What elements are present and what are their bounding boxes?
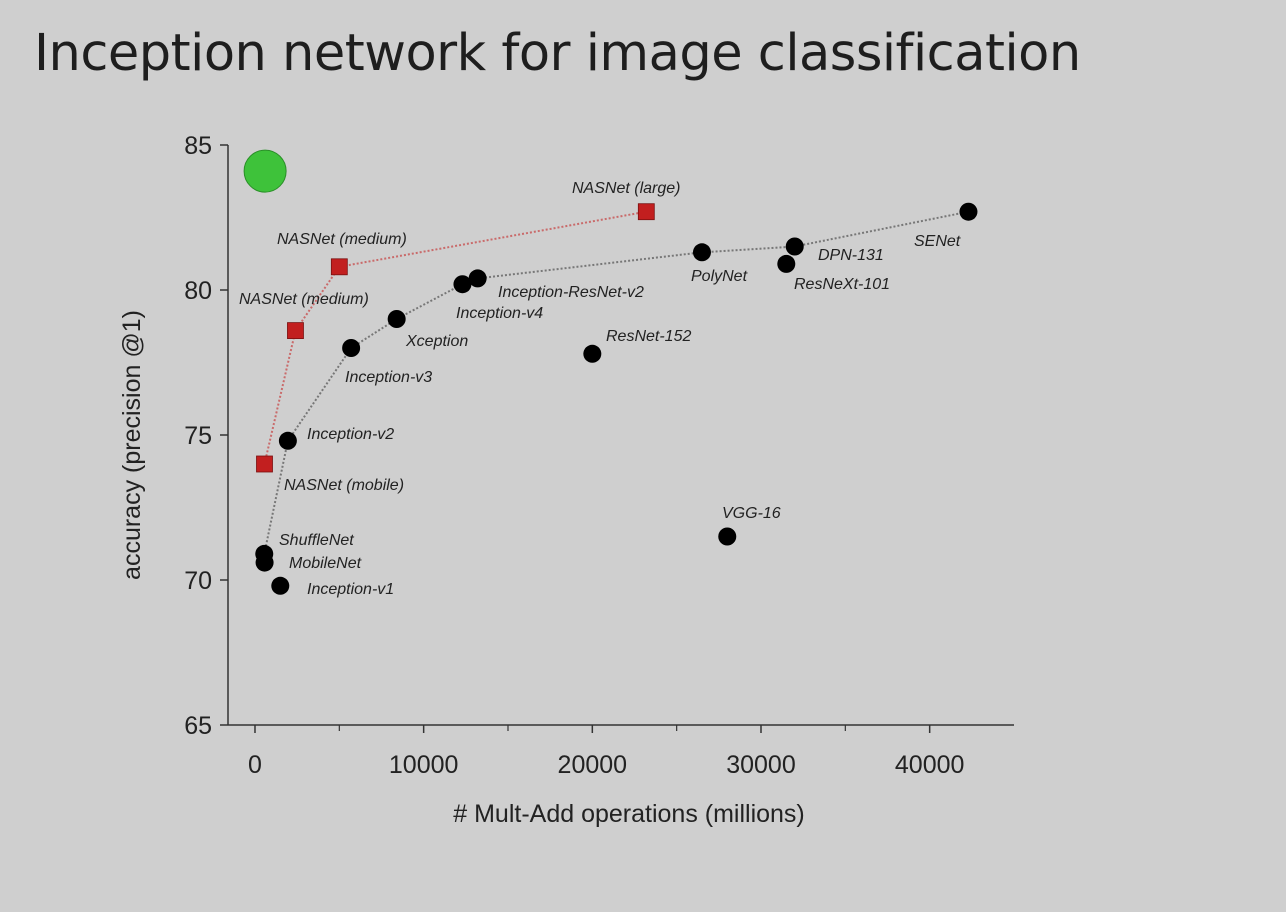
point-label: NASNet (large) xyxy=(572,180,680,197)
nasnet-point xyxy=(287,322,304,340)
point-label: ShuffleNet xyxy=(279,532,354,549)
nasnet-point xyxy=(256,455,273,473)
x-tick-label: 10000 xyxy=(389,751,459,779)
x-tick-label: 20000 xyxy=(558,751,628,779)
y-tick-label: 80 xyxy=(184,277,212,305)
y-tick-label: 75 xyxy=(184,422,212,450)
model-point xyxy=(271,576,290,595)
data-points xyxy=(243,149,978,595)
model-point xyxy=(255,553,274,572)
point-label: VGG-16 xyxy=(722,505,781,522)
y-axis-label: accuracy (precision @1) xyxy=(118,310,146,580)
model-point xyxy=(692,243,711,262)
model-point xyxy=(718,527,737,546)
axes: 65 70 75 80 85 0 10000 20000 30000 40000 xyxy=(184,132,1014,779)
point-label: Inception-v3 xyxy=(345,369,432,386)
point-label: NASNet (mobile) xyxy=(284,477,404,494)
model-point xyxy=(959,202,978,221)
model-point xyxy=(785,237,804,256)
nasnet-point xyxy=(330,258,348,276)
y-tick-label: 65 xyxy=(184,712,212,740)
point-label: MobileNet xyxy=(289,555,362,572)
model-point xyxy=(342,339,361,357)
nasnet-point xyxy=(637,203,655,221)
model-point xyxy=(387,310,406,328)
x-tick-label: 30000 xyxy=(726,751,796,779)
point-label: NASNet (medium) xyxy=(277,231,407,248)
y-tick-label: 85 xyxy=(184,132,212,160)
point-label: PolyNet xyxy=(691,268,748,285)
model-point xyxy=(453,275,472,294)
point-label: Inception-v2 xyxy=(307,426,394,443)
model-point xyxy=(278,431,297,450)
model-point xyxy=(583,344,602,363)
point-label: DPN-131 xyxy=(818,247,884,264)
point-label: Xception xyxy=(405,333,468,350)
point-label: Inception-v4 xyxy=(456,305,543,322)
point-labels: NASNet (mobile) NASNet (medium) NASNet (me… xyxy=(239,180,961,598)
y-tick-label: 70 xyxy=(184,567,212,595)
series-line xyxy=(263,210,647,465)
x-tick-label: 40000 xyxy=(895,751,965,779)
point-label: SENet xyxy=(914,233,961,250)
point-label: Inception-v1 xyxy=(307,581,394,598)
x-tick-label: 0 xyxy=(248,751,262,779)
slide-title: Inception network for image classificati… xyxy=(34,24,1081,83)
point-label: NASNet (medium) xyxy=(239,291,369,308)
model-point xyxy=(777,254,796,273)
point-label: ResNeXt-101 xyxy=(794,276,890,293)
highlight-point xyxy=(243,149,287,193)
point-label: Inception-ResNet-v2 xyxy=(498,284,644,301)
model-point xyxy=(468,269,487,288)
x-axis-label: # Mult-Add operations (millions) xyxy=(453,800,805,828)
point-label: ResNet-152 xyxy=(606,328,691,345)
